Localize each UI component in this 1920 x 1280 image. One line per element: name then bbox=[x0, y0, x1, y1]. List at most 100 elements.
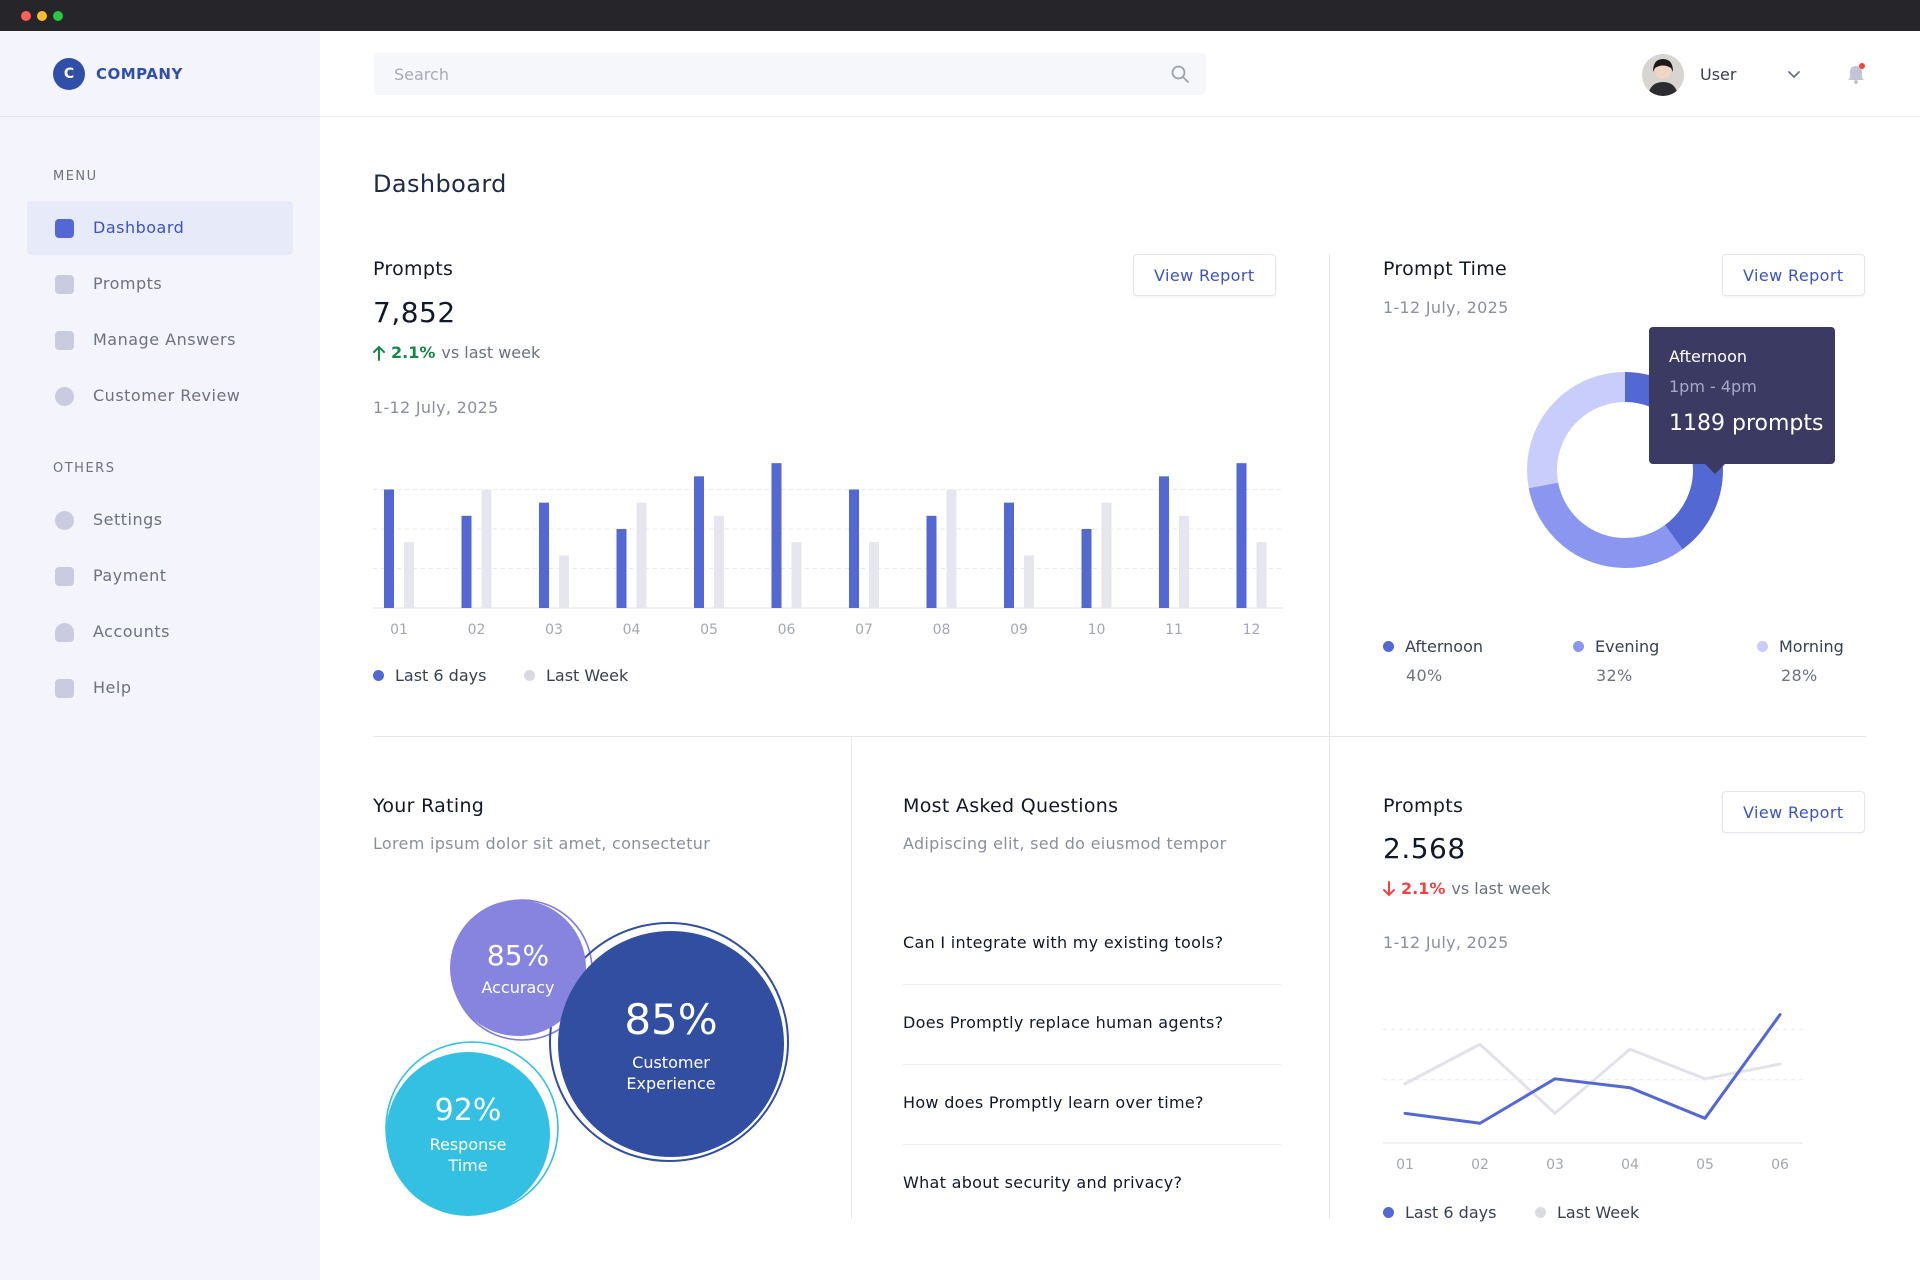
sidebar: C COMPANY MENU Dashboard Prompts Manage … bbox=[0, 31, 320, 1280]
legend-last-6-days: Last 6 days bbox=[373, 666, 486, 685]
sidebar-item-label: Dashboard bbox=[93, 218, 185, 237]
bar-last-week-04 bbox=[636, 502, 647, 608]
x-tick-label: 05 bbox=[1696, 1157, 1714, 1173]
faq-item[interactable]: Does Promptly replace human agents? bbox=[903, 985, 1281, 1065]
x-tick-label: 09 bbox=[1010, 622, 1028, 638]
tooltip-value: 1189 prompts bbox=[1669, 411, 1824, 436]
bell-icon[interactable] bbox=[1846, 63, 1866, 85]
chevron-down-icon[interactable] bbox=[1786, 69, 1802, 81]
sidebar-item-settings[interactable]: Settings bbox=[27, 493, 293, 547]
maximize-window-icon[interactable] bbox=[53, 11, 63, 21]
bar-last-week-09 bbox=[1024, 555, 1034, 608]
chat-icon bbox=[55, 387, 74, 406]
prompts-2-total-value: 2.568 bbox=[1383, 832, 1466, 865]
prompts-line-chart: 01 02 03 04 05 06 bbox=[1383, 1013, 1803, 1173]
prompts-2-view-report-button[interactable]: View Report bbox=[1722, 791, 1865, 833]
accuracy-value: 85% bbox=[486, 939, 550, 972]
minimize-window-icon[interactable] bbox=[37, 11, 47, 21]
afternoon-percent: 40% bbox=[1406, 666, 1443, 685]
x-tick-label: 03 bbox=[545, 622, 563, 638]
bar-last-6-days-06 bbox=[771, 463, 782, 608]
bar-last-week-05 bbox=[714, 515, 724, 608]
legend-label: Last 6 days bbox=[1405, 1203, 1497, 1222]
legend-dot-icon bbox=[1383, 641, 1394, 652]
sidebar-item-label: Payment bbox=[93, 566, 167, 585]
divider bbox=[1329, 254, 1330, 735]
legend-last-week: Last Week bbox=[1535, 1203, 1639, 1222]
divider bbox=[851, 737, 852, 1219]
series-line-last-week bbox=[1403, 1042, 1782, 1115]
faq-item[interactable]: Can I integrate with my existing tools? bbox=[903, 905, 1281, 985]
prompt-time-date-range: 1-12 July, 2025 bbox=[1383, 298, 1509, 317]
faq-card-subtitle: Adipiscing elit, sed do eiusmod tempor bbox=[903, 834, 1227, 853]
prompts-total-value: 7,852 bbox=[373, 296, 456, 329]
x-tick-label: 04 bbox=[1621, 1157, 1639, 1173]
legend-label: Evening bbox=[1595, 637, 1660, 656]
legend-morning: Morning bbox=[1757, 637, 1844, 656]
legend-dot-icon bbox=[1535, 1207, 1546, 1218]
legend-label: Morning bbox=[1779, 637, 1844, 656]
response-time-label: Response Time bbox=[429, 1134, 507, 1175]
sidebar-item-label: Accounts bbox=[93, 622, 170, 641]
avatar[interactable] bbox=[1642, 54, 1684, 96]
bar-last-6-days-05 bbox=[694, 476, 704, 608]
sidebar-item-customer-review[interactable]: Customer Review bbox=[27, 369, 293, 423]
brand-logo-icon[interactable]: C bbox=[53, 58, 85, 90]
x-tick-label: 08 bbox=[933, 622, 951, 638]
legend-dot-icon bbox=[1757, 641, 1768, 652]
x-tick-label: 02 bbox=[468, 622, 486, 638]
sidebar-item-accounts[interactable]: Accounts bbox=[27, 605, 293, 659]
bar-last-6-days-11 bbox=[1159, 476, 1169, 608]
x-tick-label: 03 bbox=[1546, 1157, 1564, 1173]
search-icon[interactable] bbox=[1170, 64, 1190, 84]
x-tick-label: 12 bbox=[1243, 622, 1261, 638]
response-time-bubble: 92% Response Time bbox=[386, 1052, 550, 1216]
legend-label: Last Week bbox=[546, 666, 629, 685]
menu-section-label: MENU bbox=[53, 169, 98, 184]
trend-percent: 2.1% bbox=[1401, 879, 1446, 898]
x-tick-label: 06 bbox=[778, 622, 796, 638]
faq-question: How does Promptly learn over time? bbox=[903, 1093, 1204, 1112]
prompts-date-range: 1-12 July, 2025 bbox=[373, 398, 499, 417]
bar-last-week-01 bbox=[404, 542, 414, 608]
prompts-view-report-button[interactable]: View Report bbox=[1133, 254, 1276, 296]
legend-dot-icon bbox=[524, 670, 535, 681]
prompts-card-title: Prompts bbox=[373, 258, 454, 280]
top-bar: User bbox=[320, 31, 1920, 117]
rating-card-subtitle: Lorem ipsum dolor sit amet, consectetur bbox=[373, 834, 711, 853]
customer-experience-value: 85% bbox=[624, 994, 718, 1044]
bar-last-6-days-09 bbox=[1004, 502, 1014, 608]
x-tick-label: 06 bbox=[1771, 1157, 1789, 1173]
close-window-icon[interactable] bbox=[21, 11, 31, 21]
donut-tooltip: Afternoon 1pm - 4pm 1189 prompts bbox=[1649, 327, 1835, 474]
trend-text: vs last week bbox=[441, 343, 541, 362]
faq-item[interactable]: How does Promptly learn over time? bbox=[903, 1065, 1281, 1145]
legend-dot-icon bbox=[1573, 641, 1584, 652]
evening-percent: 32% bbox=[1596, 666, 1633, 685]
sidebar-item-help[interactable]: Help bbox=[27, 661, 293, 715]
user-name[interactable]: User bbox=[1700, 65, 1737, 84]
x-tick-label: 01 bbox=[1396, 1157, 1414, 1173]
bar-last-week-02 bbox=[481, 489, 492, 608]
document-icon bbox=[55, 331, 74, 350]
faq-question: Does Promptly replace human agents? bbox=[903, 1013, 1224, 1032]
donut-slice-evening bbox=[1527, 372, 1723, 568]
legend-last-6-days: Last 6 days bbox=[1383, 1203, 1496, 1222]
sidebar-item-payment[interactable]: Payment bbox=[27, 549, 293, 603]
legend-label: Last 6 days bbox=[395, 666, 487, 685]
sidebar-item-prompts[interactable]: Prompts bbox=[27, 257, 293, 311]
search-input[interactable] bbox=[374, 53, 1206, 95]
faq-item[interactable]: What about security and privacy? bbox=[903, 1145, 1281, 1225]
rating-card-title: Your Rating bbox=[373, 795, 485, 817]
legend-dot-icon bbox=[1383, 1207, 1394, 1218]
legend-last-week: Last Week bbox=[524, 666, 628, 685]
prompts-bar-chart: 01 02 03 04 05 06 07 08 09 10 11 12 bbox=[373, 463, 1283, 638]
bar-last-week-07 bbox=[869, 542, 879, 608]
sidebar-item-manage-answers[interactable]: Manage Answers bbox=[27, 313, 293, 367]
sidebar-item-dashboard[interactable]: Dashboard bbox=[27, 201, 293, 255]
brand: C COMPANY bbox=[0, 31, 320, 117]
sidebar-item-label: Settings bbox=[93, 510, 163, 529]
brand-name[interactable]: COMPANY bbox=[96, 65, 183, 83]
sidebar-item-label: Help bbox=[93, 678, 132, 697]
prompt-time-view-report-button[interactable]: View Report bbox=[1722, 254, 1865, 296]
